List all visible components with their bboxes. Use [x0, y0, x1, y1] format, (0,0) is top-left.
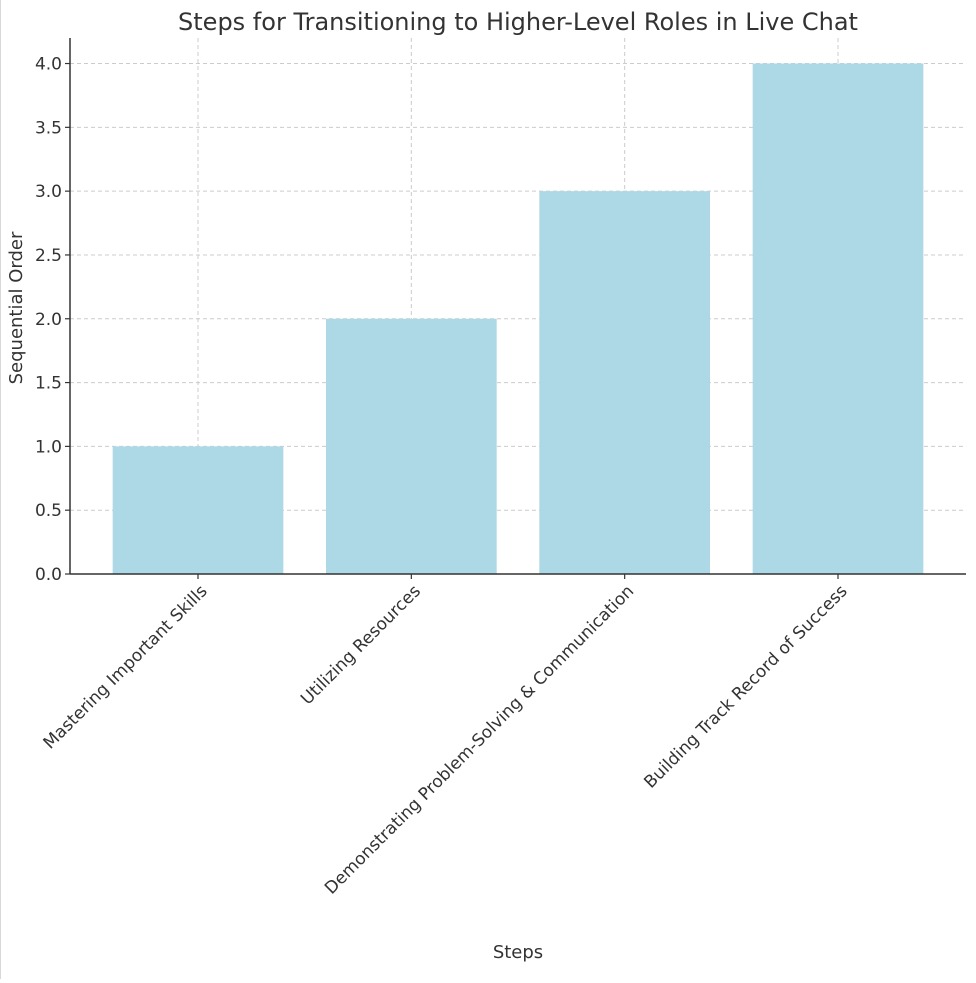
x-tick-label: Utilizing Resources [297, 581, 425, 709]
axes [65, 38, 966, 579]
bar [539, 191, 710, 574]
y-tick-label: 2.0 [35, 310, 62, 330]
y-tick-labels: 0.0 0.5 1.0 1.5 2.0 2.5 3.0 3.5 4.0 [35, 55, 62, 585]
chart-title: Steps for Transitioning to Higher-Level … [178, 8, 858, 36]
bar [326, 318, 497, 574]
x-axis-label: Steps [493, 942, 543, 963]
y-tick-label: 2.5 [35, 246, 62, 266]
y-axis-label: Sequential Order [6, 231, 27, 384]
x-tick-label: Mastering Important Skills [40, 581, 212, 753]
bar [752, 63, 924, 575]
y-tick-label: 0.0 [35, 565, 62, 585]
bars [112, 63, 924, 575]
x-tick-labels: Mastering Important Skills Utilizing Reso… [40, 581, 852, 898]
y-tick-label: 1.5 [35, 374, 62, 394]
y-tick-label: 1.0 [35, 437, 62, 457]
y-tick-label: 4.0 [35, 55, 62, 75]
y-tick-label: 3.5 [35, 118, 62, 138]
y-tick-label: 0.5 [35, 501, 62, 521]
x-tick-label: Building Track Record of Success [640, 581, 851, 792]
bar [112, 446, 284, 574]
grid-lines [70, 38, 966, 575]
y-tick-label: 3.0 [35, 182, 62, 202]
